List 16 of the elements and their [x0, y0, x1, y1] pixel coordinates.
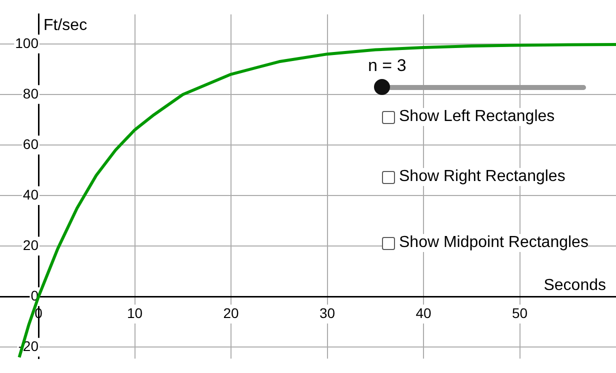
y-tick-label: 60	[22, 136, 39, 152]
y-tick-label: 80	[22, 85, 39, 102]
annotation: n = 3	[368, 56, 406, 76]
x-tick-label: 40	[416, 304, 432, 321]
x-tick-label: 50	[512, 304, 528, 321]
annotation: Show Right Rectangles	[399, 168, 566, 186]
y-tick-label: 100	[15, 34, 39, 51]
x-tick-label: 30	[319, 304, 336, 321]
y-tick-label: 20	[22, 237, 39, 253]
x-tick-label: 10	[126, 304, 143, 321]
annotation: Show Left Rectangles	[399, 108, 555, 126]
annotation: Show Midpoint Rectangles	[399, 234, 588, 252]
x-axis-title: Seconds	[544, 277, 606, 294]
x-tick-label: 20	[223, 304, 239, 321]
y-tick-label: 40	[22, 186, 39, 202]
y-axis-title: Ft/sec	[44, 16, 88, 34]
